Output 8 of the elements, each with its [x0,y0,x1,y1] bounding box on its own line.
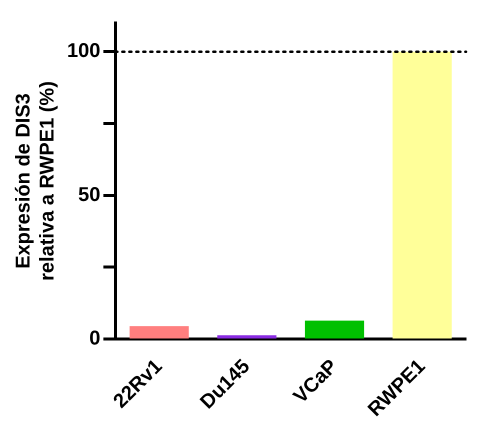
bar [217,335,276,338]
y-axis-title: Expresión de DIS3 relativa a RWPE1 (%) [12,81,59,281]
bar [392,52,452,338]
y-tick-label: 0 [89,328,100,350]
y-tick-label: 100 [66,40,100,62]
y-tick-label: 50 [78,184,100,206]
bar [304,320,364,338]
bar [130,326,189,338]
